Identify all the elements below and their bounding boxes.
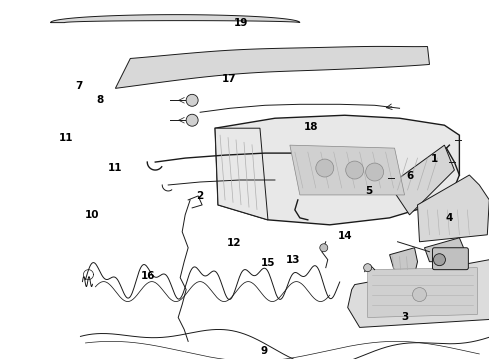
Text: 5: 5	[365, 186, 372, 197]
Circle shape	[320, 244, 328, 252]
Circle shape	[434, 254, 445, 266]
Polygon shape	[390, 248, 417, 275]
Circle shape	[186, 114, 198, 126]
Text: 18: 18	[304, 122, 318, 132]
Text: 10: 10	[85, 211, 100, 220]
Text: 14: 14	[338, 231, 352, 241]
Circle shape	[316, 159, 334, 177]
FancyBboxPatch shape	[433, 248, 468, 270]
Text: 9: 9	[261, 346, 268, 356]
Text: 3: 3	[401, 312, 409, 322]
Polygon shape	[348, 260, 490, 328]
Polygon shape	[368, 268, 477, 318]
Circle shape	[366, 163, 384, 181]
Text: 13: 13	[286, 255, 300, 265]
Text: 11: 11	[108, 163, 123, 173]
Text: 8: 8	[96, 95, 103, 105]
Text: 16: 16	[141, 271, 155, 282]
Text: 6: 6	[406, 171, 414, 181]
Circle shape	[186, 94, 198, 106]
Circle shape	[346, 161, 364, 179]
Polygon shape	[50, 15, 300, 23]
Text: 2: 2	[196, 191, 203, 201]
Circle shape	[364, 264, 371, 272]
Text: 15: 15	[261, 258, 276, 268]
Polygon shape	[424, 238, 465, 262]
Text: 7: 7	[75, 81, 83, 91]
Text: 11: 11	[58, 133, 73, 143]
Text: 17: 17	[222, 74, 237, 84]
Text: 19: 19	[234, 18, 248, 28]
Circle shape	[413, 288, 426, 302]
Text: 4: 4	[445, 213, 453, 222]
Text: 1: 1	[431, 154, 438, 164]
Polygon shape	[390, 145, 454, 215]
Polygon shape	[115, 46, 429, 88]
Polygon shape	[290, 145, 405, 195]
Polygon shape	[215, 115, 460, 225]
Polygon shape	[215, 128, 268, 220]
Polygon shape	[417, 175, 490, 242]
Text: 12: 12	[226, 238, 241, 248]
